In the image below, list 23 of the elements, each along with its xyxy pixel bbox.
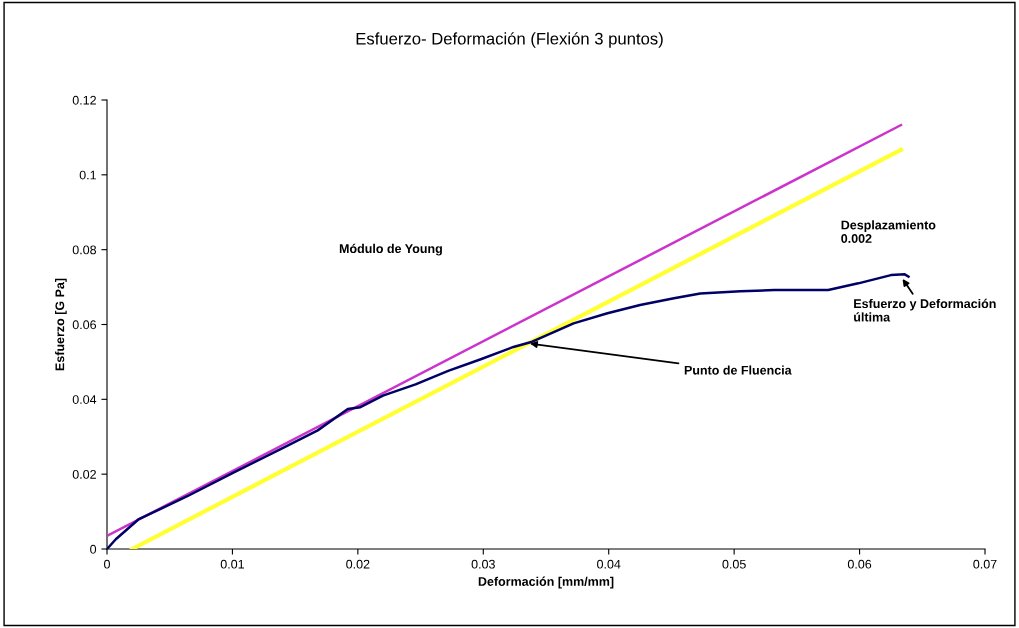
x-tick-label: 0.01 (220, 559, 244, 569)
chart-title: Esfuerzo- Deformación (Flexión 3 puntos) (356, 32, 663, 48)
annotation: Módulo de Young (339, 243, 442, 256)
x-tick-label: 0.06 (847, 559, 872, 569)
x-tick-label: 0.07 (973, 559, 997, 569)
annotation: Desplazamiento 0.002 (841, 220, 936, 243)
y-tick-label: 0.08 (72, 245, 97, 255)
y-tick-label: 0.1 (79, 170, 96, 180)
y-tick-label: 0.06 (72, 320, 97, 330)
y-tick-label: 0 (90, 544, 97, 554)
y-axis-title: Esfuerzo [G Pa] (55, 278, 67, 371)
x-tick-label: 0 (104, 559, 110, 569)
annotation: Esfuerzo y Deformación última (854, 298, 996, 322)
x-tick-label: 0.02 (346, 559, 370, 569)
x-axis-title: Deformación [mm/mm] (478, 576, 614, 589)
x-tick-label: 0.05 (722, 559, 746, 569)
y-tick-label: 0.02 (72, 469, 96, 479)
x-tick-label: 0.03 (471, 559, 495, 569)
x-tick-label: 0.04 (597, 559, 621, 569)
y-tick-label: 0.12 (72, 95, 96, 105)
line-series (107, 273, 910, 549)
annotation: Punto de Fluencia (684, 365, 792, 375)
y-tick-label: 0.04 (72, 395, 97, 404)
